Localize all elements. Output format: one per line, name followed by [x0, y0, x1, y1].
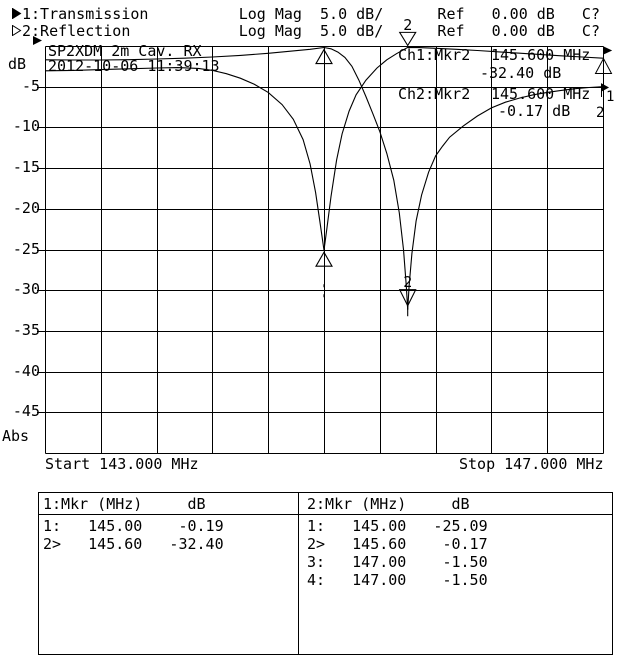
ch1-marker-level: -32.40 dB	[480, 64, 562, 82]
trace2-header: 2:Reflection Log Mag 5.0 dB/ Ref 0.00 dB…	[22, 22, 600, 40]
marker-up-triangle-icon	[315, 48, 333, 65]
table-column-divider	[298, 493, 299, 654]
trace-1-transmission	[44, 46, 604, 310]
y-axis-label: dB	[8, 55, 27, 73]
y-axis-scale-label: Abs	[2, 427, 30, 445]
y-tick-label: -20	[12, 198, 40, 217]
marker-number-label: 2	[403, 16, 412, 34]
stop-frequency-label: Stop 147.000 MHz	[459, 455, 604, 473]
y-tick-label: -40	[12, 361, 40, 380]
trace1-header: 1:Transmission Log Mag 5.0 dB/ Ref 0.00 …	[22, 5, 600, 23]
table-row: 2> 145.60 -0.17	[307, 535, 488, 553]
marker-up-triangle-icon	[315, 251, 333, 267]
table-row: 1: 145.00 -25.09	[307, 517, 488, 535]
marker-down-triangle-icon	[398, 31, 417, 47]
table-row: 2> 145.60 -32.40	[43, 535, 224, 553]
plot-title: SP2XDM 2m Cav. RX	[48, 42, 202, 60]
plot-text-layer: dB Abs SP2XDM 2m Cav. RX 2012-10-06 11:3…	[2, 42, 604, 473]
right-edge-markers	[594, 46, 613, 97]
ch1-marker-readout-label: Ch1:Mkr2	[398, 46, 471, 64]
traces-layer: 1 2 2 2	[33, 16, 614, 317]
trace1-active-icon	[12, 8, 22, 19]
marker-table: 1:Mkr (MHz) dB 1: 145.00 -0.19 2> 145.60…	[38, 492, 613, 655]
marker-2-trace2: 2	[398, 16, 417, 47]
marker-down-triangle-icon	[398, 289, 417, 307]
y-tick-label: -25	[12, 239, 40, 258]
ch1-marker-freq: 145.600 MHz	[491, 46, 591, 64]
marker-1-trace1	[315, 48, 333, 65]
ch2-marker-readout-label: Ch2:Mkr2	[398, 85, 471, 103]
marker-2-trace1: 2	[398, 273, 417, 317]
ch2-marker-level: -0.17 dB	[498, 102, 571, 120]
y-tick-label: -10	[12, 117, 40, 136]
table-left-header: 1:Mkr (MHz) dB	[43, 495, 206, 513]
y-tick-label: -30	[12, 280, 40, 299]
trace2-active-icon	[12, 25, 22, 36]
marker-1-trace2	[315, 251, 333, 299]
graticule	[37, 46, 604, 454]
trace-2-reflection	[44, 46, 604, 251]
ref-position-left-icon	[33, 36, 42, 45]
edge-marker-number-1: 1	[606, 89, 614, 105]
table-row: 1: 145.00 -0.19	[43, 517, 224, 535]
marker-number-label: 2	[403, 273, 412, 291]
edge-marker-number-2: 2	[596, 105, 604, 121]
ch2-marker-freq: 145.600 MHz	[491, 85, 591, 103]
y-tick-label: -45	[12, 402, 40, 421]
plot-timestamp: 2012-10-06 11:39:13	[48, 57, 220, 75]
edge-marker-flag-icon	[603, 46, 613, 55]
table-header-divider	[39, 514, 612, 515]
table-right-header: 2:Mkr (MHz) dB	[307, 495, 470, 513]
y-tick-label: -5	[21, 76, 40, 95]
table-row: 4: 147.00 -1.50	[307, 571, 488, 589]
table-row: 3: 147.00 -1.50	[307, 553, 488, 571]
y-tick-label: -35	[12, 320, 40, 339]
edge-marker-triangle-icon	[594, 57, 613, 74]
edge-marker-flag2-icon	[601, 83, 610, 92]
start-frequency-label: Start 143.000 MHz	[45, 455, 199, 473]
y-tick-label: -15	[12, 158, 40, 177]
